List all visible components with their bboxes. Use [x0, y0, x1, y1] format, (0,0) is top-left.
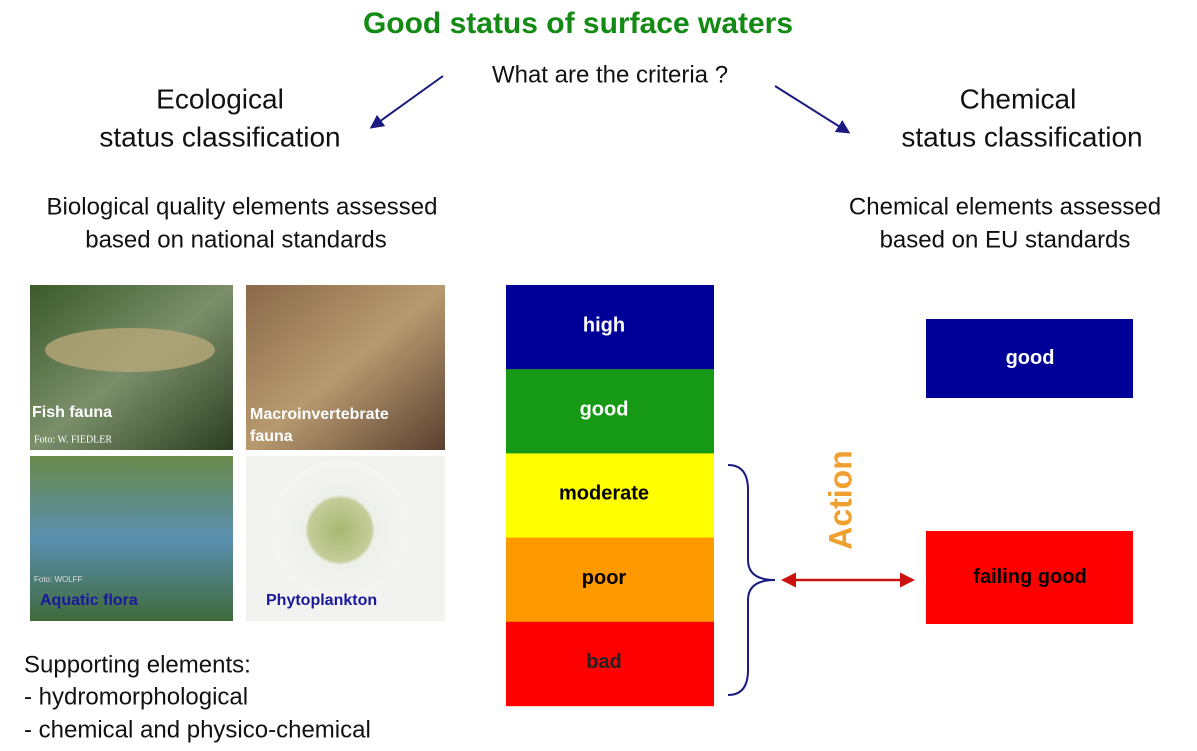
heading: status classification: [901, 121, 1142, 152]
supporting-heading: Supporting elements:: [24, 651, 251, 678]
class-box: [926, 531, 1133, 624]
photo-label: Aquatic flora: [40, 592, 138, 609]
photo-label: Phytoplankton: [266, 592, 377, 609]
photo-label: Fish fauna: [32, 404, 112, 421]
supporting-item: - hydromorphological: [24, 683, 248, 710]
class-label: good: [580, 398, 629, 420]
description: based on EU standards: [880, 226, 1131, 253]
class-label: failing good: [973, 566, 1086, 588]
class-box: [506, 453, 714, 538]
brace: [727, 464, 776, 696]
photo-credit: Foto: WOLFF: [34, 575, 83, 584]
description: Biological quality elements assessed: [47, 193, 438, 220]
photo: [30, 456, 233, 621]
description: Chemical elements assessed: [849, 193, 1161, 220]
question: What are the criteria ?: [492, 61, 728, 88]
class-label: poor: [582, 567, 627, 589]
class-box: [506, 369, 714, 454]
class-box: [506, 285, 714, 370]
heading: status classification: [99, 121, 340, 152]
class-box: [926, 319, 1133, 398]
photo-label: fauna: [250, 428, 293, 445]
chemical-classes: good failing good: [926, 319, 1133, 624]
photo-credit: Foto: W. FIEDLER: [34, 434, 112, 445]
title: Good status of surface waters: [363, 7, 793, 40]
arrow: [774, 85, 851, 134]
action-label: Action: [822, 450, 858, 550]
photo-detail: [270, 460, 410, 600]
class-label: good: [1006, 347, 1055, 369]
photo-label: Macroinvertebrate: [250, 406, 389, 423]
class-label: bad: [586, 651, 622, 673]
class-label: moderate: [559, 483, 649, 505]
heading: Chemical: [960, 83, 1077, 114]
heading: Ecological: [156, 83, 284, 114]
class-box: [506, 537, 714, 622]
photo-detail: [45, 328, 215, 372]
class-box: [506, 621, 714, 707]
ecological-classes: high good moderate poor bad: [506, 285, 714, 707]
description: based on national standards: [85, 226, 387, 253]
class-label: high: [583, 314, 625, 336]
supporting-item: - chemical and physico-chemical: [24, 716, 371, 743]
arrow: [369, 75, 444, 129]
photo: [246, 285, 445, 450]
